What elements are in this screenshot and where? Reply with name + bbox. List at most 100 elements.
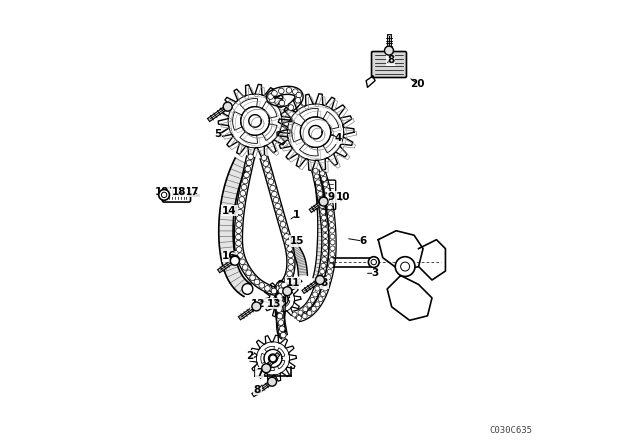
Circle shape: [284, 277, 290, 283]
Circle shape: [236, 228, 241, 233]
Circle shape: [276, 209, 282, 215]
Circle shape: [271, 288, 276, 294]
FancyBboxPatch shape: [163, 188, 191, 202]
Circle shape: [273, 197, 279, 203]
Circle shape: [265, 167, 270, 172]
Circle shape: [279, 291, 285, 297]
Circle shape: [369, 257, 379, 267]
Circle shape: [310, 297, 315, 302]
Circle shape: [321, 292, 326, 297]
Circle shape: [288, 252, 293, 258]
Circle shape: [278, 320, 284, 325]
Circle shape: [271, 90, 277, 96]
Circle shape: [303, 307, 308, 312]
Circle shape: [238, 203, 244, 208]
Circle shape: [276, 307, 282, 312]
Circle shape: [330, 240, 335, 245]
Circle shape: [261, 155, 267, 160]
Circle shape: [245, 166, 251, 172]
Circle shape: [278, 328, 284, 334]
Circle shape: [248, 154, 253, 159]
Circle shape: [236, 247, 242, 252]
Text: 19: 19: [155, 187, 170, 197]
Circle shape: [288, 258, 294, 264]
Circle shape: [278, 311, 284, 317]
Circle shape: [278, 282, 284, 288]
Circle shape: [292, 89, 298, 95]
Circle shape: [319, 197, 328, 206]
Text: 12: 12: [251, 299, 266, 309]
Circle shape: [279, 100, 285, 106]
Circle shape: [278, 301, 284, 306]
Circle shape: [321, 209, 326, 214]
Circle shape: [317, 185, 322, 191]
Circle shape: [284, 233, 289, 239]
Text: 16: 16: [222, 251, 237, 261]
Circle shape: [236, 241, 241, 246]
Text: 2: 2: [246, 351, 253, 361]
Circle shape: [239, 197, 244, 202]
Circle shape: [276, 285, 282, 291]
Circle shape: [276, 300, 282, 306]
Circle shape: [240, 190, 246, 196]
Circle shape: [324, 188, 330, 193]
Circle shape: [277, 313, 283, 319]
Circle shape: [237, 215, 242, 221]
Circle shape: [288, 105, 294, 110]
Circle shape: [326, 193, 330, 198]
Circle shape: [246, 270, 252, 276]
Circle shape: [269, 97, 275, 103]
Circle shape: [254, 279, 260, 285]
Circle shape: [268, 377, 276, 386]
Circle shape: [318, 275, 323, 280]
Circle shape: [329, 223, 334, 228]
Circle shape: [259, 283, 264, 288]
Text: 1: 1: [293, 210, 300, 220]
Circle shape: [330, 228, 335, 233]
Text: 10: 10: [336, 192, 351, 202]
Circle shape: [326, 199, 332, 204]
Circle shape: [295, 98, 301, 103]
Circle shape: [252, 302, 261, 311]
Text: 6: 6: [359, 236, 366, 246]
Circle shape: [263, 161, 269, 167]
Circle shape: [292, 312, 297, 317]
Circle shape: [317, 280, 322, 285]
Circle shape: [237, 209, 243, 215]
Circle shape: [276, 294, 282, 299]
Circle shape: [312, 292, 317, 297]
Circle shape: [287, 271, 292, 276]
Text: 7: 7: [256, 368, 263, 378]
Circle shape: [268, 94, 273, 99]
Circle shape: [329, 216, 333, 221]
Circle shape: [237, 253, 243, 258]
Circle shape: [315, 302, 320, 307]
Circle shape: [323, 245, 328, 250]
Circle shape: [396, 257, 415, 276]
Circle shape: [278, 215, 284, 221]
Text: 17: 17: [185, 187, 200, 197]
Circle shape: [314, 174, 319, 179]
Circle shape: [320, 203, 325, 208]
Text: 14: 14: [222, 206, 237, 215]
Circle shape: [323, 227, 328, 232]
Circle shape: [223, 102, 232, 111]
Circle shape: [279, 284, 285, 290]
Circle shape: [281, 282, 287, 288]
Circle shape: [317, 191, 323, 197]
Text: 13: 13: [267, 299, 282, 309]
Circle shape: [296, 315, 301, 321]
Circle shape: [296, 92, 301, 98]
Circle shape: [328, 205, 332, 210]
Circle shape: [330, 246, 335, 251]
Circle shape: [323, 251, 328, 256]
Circle shape: [302, 314, 307, 319]
Circle shape: [262, 364, 271, 373]
Polygon shape: [313, 181, 326, 280]
Circle shape: [287, 246, 292, 252]
Circle shape: [327, 269, 332, 274]
Circle shape: [268, 179, 274, 185]
Circle shape: [316, 276, 324, 284]
Circle shape: [236, 234, 241, 240]
Circle shape: [246, 160, 252, 166]
